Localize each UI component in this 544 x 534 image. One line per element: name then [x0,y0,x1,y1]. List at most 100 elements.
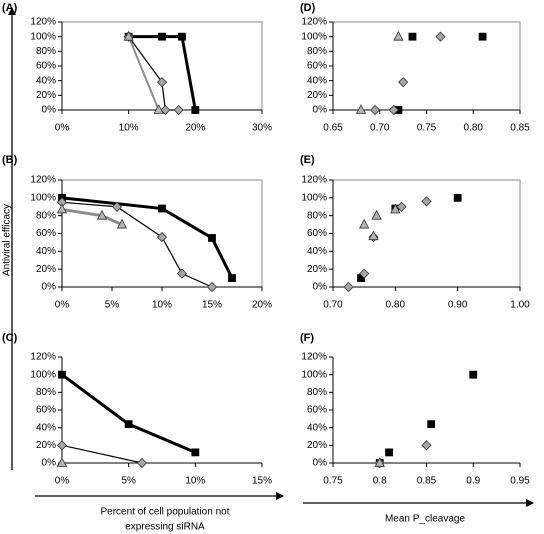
diamond-marker [398,77,409,88]
x-tick-label: 0.85 [417,476,437,487]
diamond-marker [370,104,381,116]
square-marker [191,448,200,457]
series-line [128,36,179,111]
diamond-marker [343,281,354,293]
y-tick-label: 80% [307,210,327,221]
y-tick-label: 100% [30,192,56,203]
y-tick-label: 40% [307,75,327,86]
x-tick-label: 15% [202,300,222,311]
diamond-marker [421,196,432,207]
x-tick-label: 5% [121,476,136,487]
y-tick-label: 20% [307,90,327,101]
y-tick-label: 0% [313,458,328,469]
y-tick-label: 60% [307,61,327,72]
y-tick-label: 0% [313,105,328,116]
y-tick-label: 80% [307,387,327,398]
y-tick-label: 100% [301,31,327,42]
y-tick-label: 80% [36,46,56,57]
diamond-marker [421,440,432,451]
y-tick-label: 100% [301,369,327,380]
triangle-marker [359,218,370,229]
y-tick-label: 20% [307,264,327,275]
y-tick-label: 80% [36,387,56,398]
diamond-marker [435,31,446,42]
x-tick-label: 0% [55,476,70,487]
x-tick-label: 30% [252,123,272,134]
x-tick-label: 5% [105,300,120,311]
y-tick-label: 100% [30,369,56,380]
y-tick-label: 120% [301,175,327,186]
panel-label: (C) [2,332,18,344]
diamond-marker [56,440,68,451]
y-tick-label: 120% [30,352,56,363]
y-tick-label: 100% [301,192,327,203]
x-tick-label: 15% [252,476,272,487]
y-tick-label: 60% [307,228,327,239]
diamond-marker [396,201,407,212]
y-tick-label: 40% [36,422,56,433]
x-tick-label: 0% [55,300,70,311]
x-tick-label: 0.9 [466,476,480,487]
series-line [61,444,143,464]
diamond-marker [359,268,370,279]
square-marker [408,32,417,41]
diamond-marker [388,104,399,116]
plot-frame [332,21,521,111]
triangle-marker [371,209,382,220]
y-tick-label: 120% [30,175,56,186]
series-line [128,35,197,111]
y-tick-label: 80% [307,46,327,57]
triangle-marker [96,209,108,220]
square-marker [178,32,186,41]
diamond-marker [160,104,171,116]
y-tick-label: 0% [42,282,57,293]
x-tick-label: 0.65 [323,123,343,134]
x-tick-label: 0% [55,123,70,134]
y-tick-label: 20% [36,264,56,275]
y-tick-label: 80% [36,210,56,221]
y-tick-label: 60% [36,405,56,416]
x-tick-label: 1.00 [510,300,530,311]
panel-label: (F) [300,332,314,344]
triangle-marker [56,203,68,214]
y-tick-label: 20% [307,440,327,451]
x-tick-label: 10% [185,476,205,487]
y-tick-label: 0% [313,282,328,293]
y-tick-label: 0% [42,105,57,116]
series-line [127,36,160,111]
panel-label: (A) [2,2,18,14]
triangle-marker [390,203,401,214]
y-tick-label: 40% [36,75,56,86]
triangle-marker [368,230,379,241]
y-tick-label: 120% [301,352,327,363]
series-line [61,207,123,226]
x-tick-label: 0.80 [386,300,406,311]
triangle-marker [355,104,367,114]
diamond-marker [176,268,188,279]
triangle-marker [56,457,68,467]
square-marker [191,106,200,114]
diamond-marker [111,201,123,212]
y-tick-label: 20% [36,440,56,451]
diamond-marker [156,77,168,88]
y-tick-label: 120% [301,17,327,28]
x-axis-label: Mean P_cleavage [385,514,465,525]
x-axis-label: expressing siRNA [125,522,205,533]
diamond-marker [156,232,168,243]
square-marker [385,448,394,457]
x-tick-label: 0.70 [370,123,390,134]
square-marker [453,193,462,202]
series-line [61,196,234,279]
x-tick-label: 0.75 [323,476,343,487]
x-tick-label: 20% [185,123,205,134]
y-tick-label: 120% [30,17,56,28]
x-tick-label: 0.70 [323,300,343,311]
series-line [61,201,213,288]
x-tick-label: 0.90 [448,300,468,311]
square-marker [124,420,133,429]
square-marker [478,32,487,41]
y-tick-label: 60% [36,228,56,239]
panel-label: (E) [300,154,315,166]
square-marker [469,370,478,379]
